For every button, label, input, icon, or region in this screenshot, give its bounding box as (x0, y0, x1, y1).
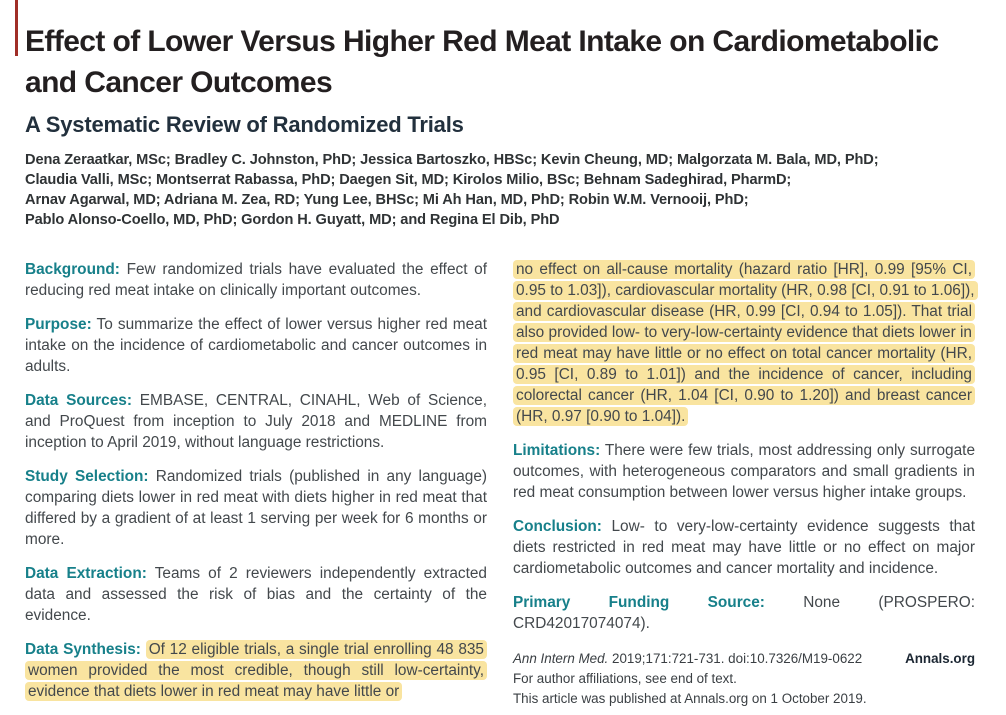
citation-line: Ann Intern Med. 2019;171:721-731. doi:10… (513, 649, 975, 669)
published-note: This article was published at Annals.org… (513, 691, 867, 706)
section-label-study-selection: Study Selection: (25, 468, 149, 485)
article-title-line1: Effect of Lower Versus Higher Red Meat I… (25, 25, 939, 58)
article-title: Effect of Lower Versus Higher Red Meat I… (25, 21, 975, 103)
section-data-synthesis-continued: no effect on all-cause mortality (hazard… (513, 259, 978, 427)
section-primary-funding: Primary Funding Source: None (PROSPERO: … (513, 592, 975, 634)
section-purpose: Purpose: To summarize the effect of lowe… (25, 314, 487, 377)
section-conclusion: Conclusion: Low- to very-low-certainty e… (513, 516, 975, 579)
section-data-extraction: Data Extraction: Teams of 2 reviewers in… (25, 563, 487, 626)
section-label-limitations: Limitations: (513, 442, 601, 459)
section-label-background: Background: (25, 261, 120, 278)
section-data-synthesis: Data Synthesis: Of 12 eligible trials, a… (25, 639, 487, 702)
abstract-right-column: no effect on all-cause mortality (hazard… (513, 259, 978, 715)
section-label-data-sources: Data Sources: (25, 392, 132, 409)
section-text-data-extraction: Teams of 2 reviewers independently extra… (25, 565, 487, 624)
page-edge-red-mark (15, 0, 18, 56)
section-label-purpose: Purpose: (25, 316, 92, 333)
author-line: Claudia Valli, MSc; Montserrat Rabassa, … (25, 172, 792, 188)
article-subtitle: A Systematic Review of Randomized Trials (25, 112, 464, 137)
annals-org-label: Annals.org (905, 651, 975, 666)
section-label-data-synthesis: Data Synthesis: (25, 641, 141, 658)
article-title-line2: and Cancer Outcomes (25, 66, 333, 99)
section-study-selection: Study Selection: Randomized trials (publ… (25, 466, 487, 550)
highlighted-text-results: no effect on all-cause mortality (hazard… (513, 260, 978, 426)
citation-reference: Ann Intern Med. 2019;171:721-731. doi:10… (513, 649, 862, 669)
abstract-left-column: Background: Few randomized trials have e… (25, 259, 487, 715)
section-label-data-extraction: Data Extraction: (25, 565, 147, 582)
citation-block: Ann Intern Med. 2019;171:721-731. doi:10… (513, 649, 975, 709)
section-text-background: Few randomized trials have evaluated the… (25, 261, 487, 299)
author-line: Pablo Alonso-Coello, MD, PhD; Gordon H. … (25, 212, 560, 228)
section-background: Background: Few randomized trials have e… (25, 259, 487, 301)
author-line: Dena Zeraatkar, MSc; Bradley C. Johnston… (25, 152, 879, 168)
section-text-data-sources: EMBASE, CENTRAL, CINAHL, Web of Science,… (25, 392, 488, 451)
journal-name: Ann Intern Med. (513, 651, 609, 666)
section-data-sources: Data Sources: EMBASE, CENTRAL, CINAHL, W… (25, 390, 487, 453)
section-text-limitations: There were few trials, most addressing o… (513, 442, 976, 501)
abstract-two-column: Background: Few randomized trials have e… (25, 259, 978, 715)
section-label-primary-funding: Primary Funding Source: (513, 594, 765, 611)
section-text-conclusion: Low- to very-low-certainty evidence sugg… (513, 518, 975, 577)
citation-details: 2019;171:721-731. doi:10.7326/M19-0622 (612, 651, 863, 666)
section-text-purpose: To summarize the effect of lower versus … (25, 316, 487, 375)
author-list: Dena Zeraatkar, MSc; Bradley C. Johnston… (25, 150, 975, 230)
section-label-conclusion: Conclusion: (513, 518, 602, 535)
author-line: Arnav Agarwal, MD; Adriana M. Zea, RD; Y… (25, 192, 749, 208)
section-limitations: Limitations: There were few trials, most… (513, 440, 975, 503)
affiliations-note: For author affiliations, see end of text… (513, 671, 737, 686)
section-text-study-selection: Randomized trials (published in any lang… (25, 468, 488, 548)
section-text-primary-funding: None (PROSPERO: CRD42017074074). (513, 594, 975, 632)
